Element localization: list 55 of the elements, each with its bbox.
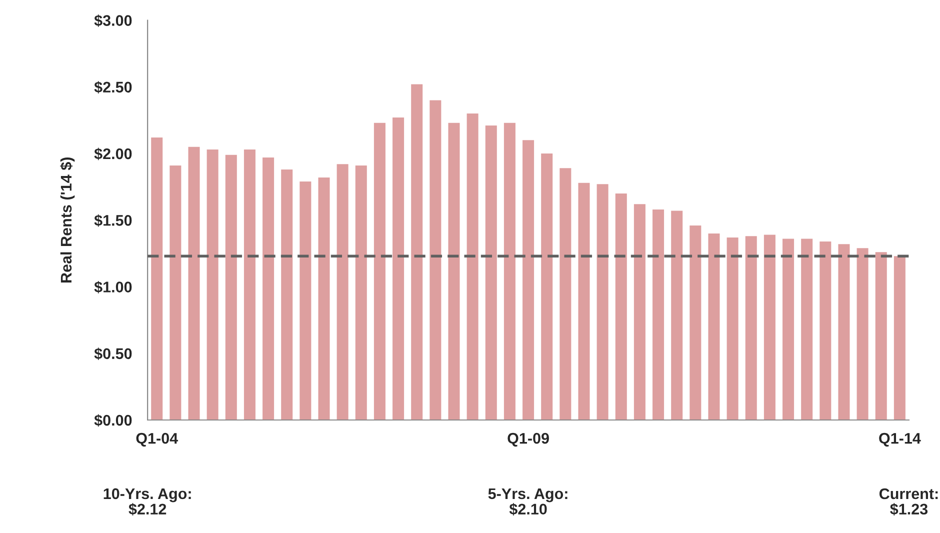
bar: [782, 238, 794, 420]
bar: [170, 165, 182, 420]
bar: [411, 84, 423, 420]
bar: [281, 169, 293, 420]
bar: [374, 122, 386, 420]
bar: [726, 237, 738, 420]
bar: [764, 234, 776, 420]
bar: [300, 181, 312, 420]
bar: [225, 154, 237, 420]
y-tick-label: $1.50: [94, 214, 132, 227]
bar: [708, 233, 720, 420]
text: Current: $1.23: [879, 488, 938, 516]
bar: [262, 158, 274, 420]
x-tick-label: Q1-04: [136, 432, 178, 447]
text: 10-Yrs. Ago: $2.12: [104, 488, 191, 516]
bar: [690, 225, 702, 420]
bar: [336, 164, 348, 420]
y-tick-label: $0.00: [94, 414, 132, 427]
bar: [430, 100, 442, 420]
bar: [522, 140, 534, 420]
y-tick-label: $1.00: [94, 280, 132, 294]
y-tick-label: $0.50: [94, 348, 132, 360]
bar: [485, 126, 497, 420]
bar: [244, 150, 256, 420]
bar: [504, 122, 516, 420]
bar: [541, 154, 553, 420]
bar: [466, 114, 478, 420]
bar: [875, 252, 887, 420]
y-tick-label: $2.00: [94, 148, 132, 160]
x-tick-label: Q1-14: [879, 432, 921, 447]
bar: [652, 209, 664, 420]
bar: [745, 236, 757, 420]
y-axis-title: Real Rents ('14 $): [60, 158, 75, 282]
y-tick-label: $2.50: [94, 81, 132, 94]
bar: [820, 241, 832, 420]
bar: [560, 168, 572, 420]
bar: [856, 248, 868, 420]
bar: [151, 138, 163, 420]
bar: [801, 238, 813, 420]
x-tick-label: Q1-09: [508, 432, 549, 447]
y-tick-label: $3.00: [94, 14, 132, 27]
bar: [596, 184, 608, 420]
bar: [318, 177, 330, 420]
bar: [206, 150, 218, 420]
bar: [838, 244, 850, 420]
text: 5-Yrs. Ago: $2.10: [488, 488, 568, 516]
bar: [634, 204, 646, 420]
bar: [448, 122, 460, 420]
bar: [578, 182, 590, 420]
bar: [615, 193, 627, 420]
bar: [671, 210, 683, 420]
bar: [392, 118, 404, 420]
bar: [894, 256, 906, 420]
bar: [355, 165, 367, 420]
bar: [188, 146, 200, 420]
